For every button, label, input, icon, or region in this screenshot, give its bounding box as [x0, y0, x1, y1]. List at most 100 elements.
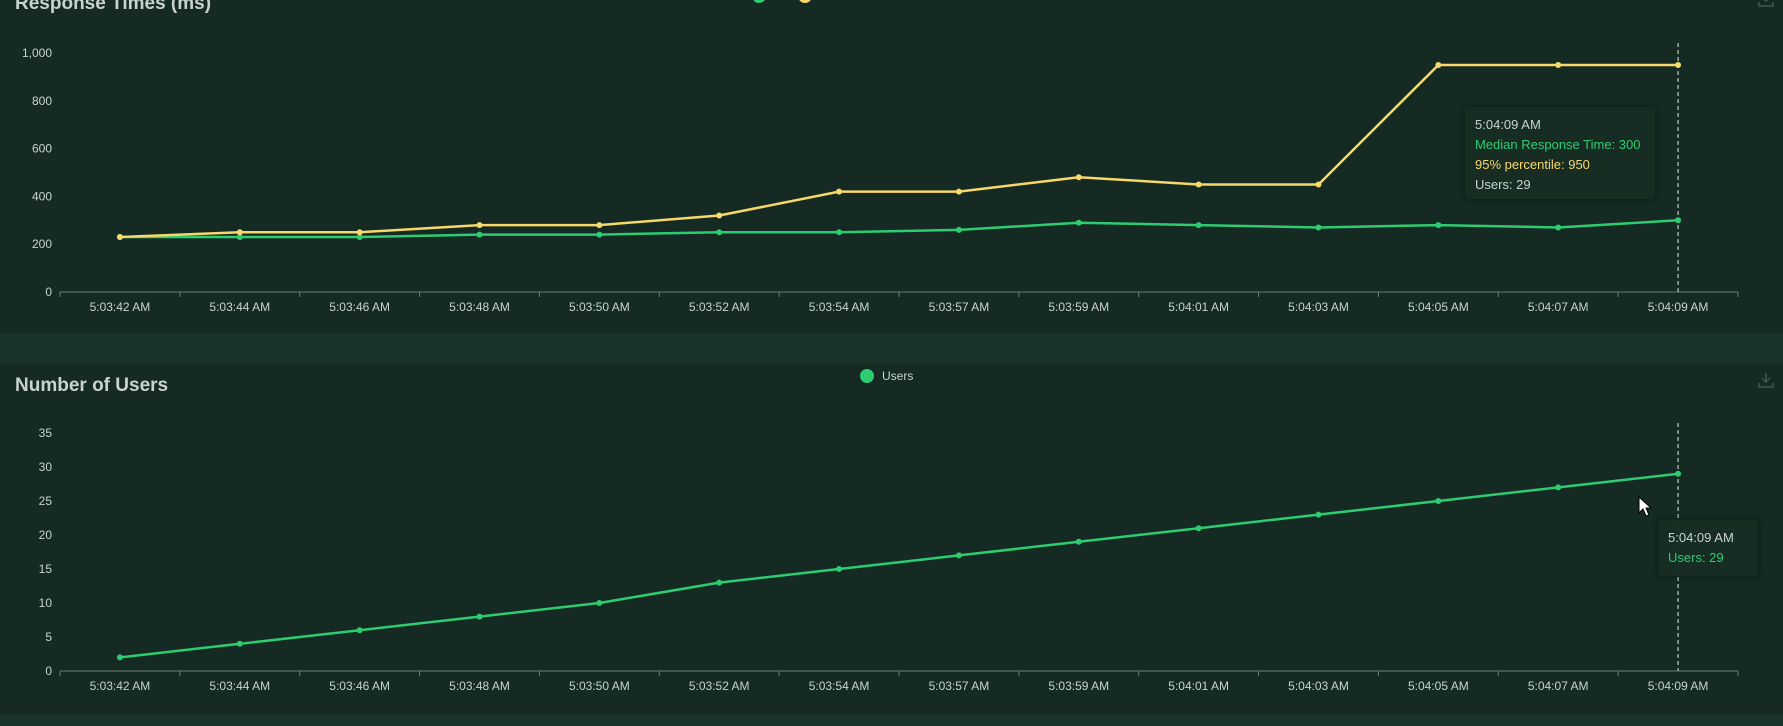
- y-tick-label: 1,000: [22, 46, 52, 60]
- x-tick-label: 5:04:01 AM: [1168, 300, 1229, 314]
- x-tick-label: 5:03:59 AM: [1048, 300, 1109, 314]
- x-tick-label: 5:03:48 AM: [449, 300, 510, 314]
- data-point[interactable]: [596, 600, 603, 606]
- x-tick-label: 5:03:57 AM: [929, 300, 990, 314]
- data-point[interactable]: [1195, 181, 1202, 188]
- response-times-legend: [752, 0, 820, 3]
- data-point[interactable]: [1435, 498, 1442, 504]
- data-point[interactable]: [116, 234, 123, 241]
- data-point[interactable]: [716, 229, 723, 236]
- x-tick-label: 5:03:57 AM: [929, 679, 990, 693]
- y-tick-label: 0: [45, 285, 52, 299]
- mouse-pointer-icon: [1638, 496, 1652, 517]
- x-tick-label: 5:04:05 AM: [1408, 300, 1469, 314]
- data-point[interactable]: [836, 229, 843, 236]
- y-tick-label: 200: [32, 237, 52, 251]
- series-line-0: [119, 472, 1679, 659]
- response-times-panel: Response Times (ms) 0 200 400 600 800 1,000 5:…: [0, 0, 1783, 333]
- users-chart[interactable]: 0 5 10 15 20 25 30 35 5:03:42 AM 5:03:44 AM 5:03:4…: [0, 364, 1783, 714]
- y-tick-label: 600: [32, 142, 52, 156]
- y-tick-label: 15: [39, 562, 53, 576]
- data-point[interactable]: [1195, 525, 1202, 532]
- data-point[interactable]: [1675, 61, 1682, 68]
- x-tick-label: 5:03:52 AM: [689, 300, 750, 314]
- data-point[interactable]: [1555, 61, 1562, 68]
- data-point[interactable]: [116, 654, 123, 661]
- data-point[interactable]: [356, 234, 363, 241]
- legend-item-users[interactable]: Users: [860, 369, 913, 383]
- y-tick-label: 5: [45, 630, 52, 644]
- data-point[interactable]: [236, 640, 243, 647]
- users-legend: Users: [860, 369, 913, 383]
- y-tick-label: 400: [32, 189, 52, 203]
- y-tick-label: 35: [39, 426, 53, 440]
- tooltip-p95: 95% percentile: 950: [1475, 157, 1590, 172]
- tooltip-time: 5:04:09 AM: [1475, 117, 1541, 132]
- x-tick-label: 5:03:44 AM: [209, 300, 270, 314]
- x-tick-label: 5:04:03 AM: [1288, 300, 1349, 314]
- data-point[interactable]: [236, 234, 243, 241]
- response-times-chart[interactable]: 0 200 400 600 800 1,000 5:03:42 AM 5:03:44 AM 5:…: [0, 0, 1783, 333]
- data-point[interactable]: [836, 188, 843, 195]
- data-point[interactable]: [716, 579, 723, 586]
- data-point[interactable]: [836, 566, 843, 572]
- x-tick-label: 5:03:50 AM: [569, 679, 630, 693]
- x-tick-label: 5:04:09 AM: [1648, 300, 1709, 314]
- data-point[interactable]: [1675, 470, 1682, 477]
- data-point[interactable]: [1435, 61, 1442, 68]
- y-tick-label: 25: [39, 494, 53, 508]
- download-icon[interactable]: [1757, 371, 1775, 389]
- data-point[interactable]: [356, 229, 363, 236]
- data-point[interactable]: [1315, 511, 1322, 518]
- x-tick-label: 5:03:48 AM: [449, 679, 510, 693]
- y-tick-label: 800: [32, 94, 52, 108]
- x-tick-label: 5:03:52 AM: [689, 679, 750, 693]
- series-line-1: [119, 63, 1679, 239]
- response-times-title: Response Times (ms): [15, 0, 212, 14]
- data-point[interactable]: [476, 613, 483, 620]
- x-tick-label: 5:03:42 AM: [90, 300, 151, 314]
- data-point[interactable]: [1315, 224, 1322, 231]
- data-point[interactable]: [955, 226, 962, 233]
- data-point[interactable]: [1675, 217, 1682, 224]
- x-tick-label: 5:03:46 AM: [329, 679, 390, 693]
- data-point[interactable]: [1075, 538, 1082, 545]
- data-point[interactable]: [1555, 224, 1562, 231]
- data-point[interactable]: [955, 552, 962, 559]
- tooltip-median: Median Response Time: 300: [1475, 137, 1641, 152]
- data-point[interactable]: [476, 222, 483, 229]
- data-point[interactable]: [1075, 219, 1082, 226]
- data-point[interactable]: [1195, 222, 1202, 229]
- data-point[interactable]: [1555, 484, 1562, 491]
- data-point[interactable]: [1435, 222, 1442, 229]
- data-point[interactable]: [476, 231, 483, 238]
- x-tick-label: 5:04:03 AM: [1288, 679, 1349, 693]
- data-point[interactable]: [236, 229, 243, 236]
- download-icon[interactable]: [1757, 0, 1775, 8]
- data-point[interactable]: [596, 222, 603, 229]
- legend-label-users: Users: [882, 369, 914, 383]
- y-tick-label: 0: [45, 664, 52, 678]
- x-tick-label: 5:03:54 AM: [809, 300, 870, 314]
- x-tick-label: 5:03:59 AM: [1048, 679, 1109, 693]
- x-tick-label: 5:04:05 AM: [1408, 679, 1469, 693]
- data-point[interactable]: [596, 231, 603, 238]
- tooltip-users: Users: 29: [1475, 177, 1531, 192]
- data-point[interactable]: [1315, 181, 1322, 188]
- users-title: Number of Users: [15, 375, 169, 396]
- data-point[interactable]: [716, 212, 723, 219]
- x-tick-label: 5:04:09 AM: [1648, 679, 1709, 693]
- users-panel: Number of Users Users 0 5 10 15 20 25 30 35 5:03…: [0, 364, 1783, 714]
- y-tick-label: 30: [39, 460, 53, 474]
- legend-item-median[interactable]: [752, 0, 774, 3]
- x-tick-label: 5:03:42 AM: [90, 679, 151, 693]
- tooltip-time: 5:04:09 AM: [1668, 530, 1734, 545]
- data-point[interactable]: [356, 627, 363, 634]
- response-times-tooltip: 5:04:09 AM Median Response Time: 300 95%…: [1465, 107, 1655, 199]
- series-line-0: [119, 219, 1679, 239]
- x-tick-label: 5:04:07 AM: [1528, 300, 1589, 314]
- data-point[interactable]: [1075, 174, 1082, 181]
- legend-dot-median: [752, 0, 766, 3]
- data-point[interactable]: [955, 188, 962, 195]
- legend-item-p95[interactable]: [798, 0, 820, 3]
